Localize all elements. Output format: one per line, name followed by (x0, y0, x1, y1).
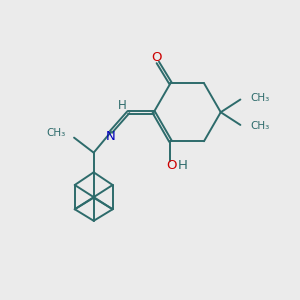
Text: H: H (118, 99, 126, 112)
Text: O: O (152, 51, 162, 64)
Text: H: H (178, 160, 188, 172)
Text: CH₃: CH₃ (251, 121, 270, 131)
Text: CH₃: CH₃ (251, 93, 270, 103)
Text: N: N (106, 130, 116, 143)
Text: O: O (167, 160, 177, 172)
Text: CH₃: CH₃ (47, 128, 66, 138)
